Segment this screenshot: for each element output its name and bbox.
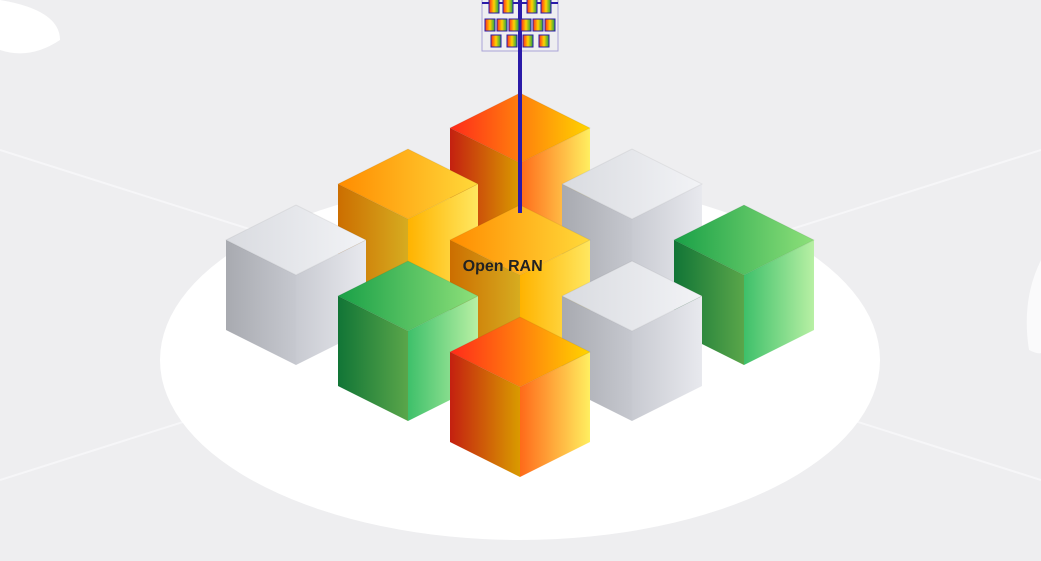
antenna-panel-v	[489, 0, 499, 13]
antenna-panel-s	[507, 35, 517, 47]
antenna-panel-s	[523, 35, 533, 47]
diagram-svg: Open RAN	[0, 0, 1041, 561]
diagram-stage: Open RAN	[0, 0, 1041, 561]
antenna-panel-s	[545, 19, 555, 31]
antenna-panel-s	[533, 19, 543, 31]
antenna-panel-s	[521, 19, 531, 31]
antenna-panel-s	[539, 35, 549, 47]
antenna-panel-s	[485, 19, 495, 31]
antenna-panel-v	[527, 0, 537, 13]
cube-label: Open RAN	[462, 258, 543, 275]
antenna-panel-v	[541, 0, 551, 13]
antenna-panel-s	[509, 19, 519, 31]
antenna-panel-v	[503, 0, 513, 13]
antenna-panel-s	[491, 35, 501, 47]
antenna-panel-s	[497, 19, 507, 31]
